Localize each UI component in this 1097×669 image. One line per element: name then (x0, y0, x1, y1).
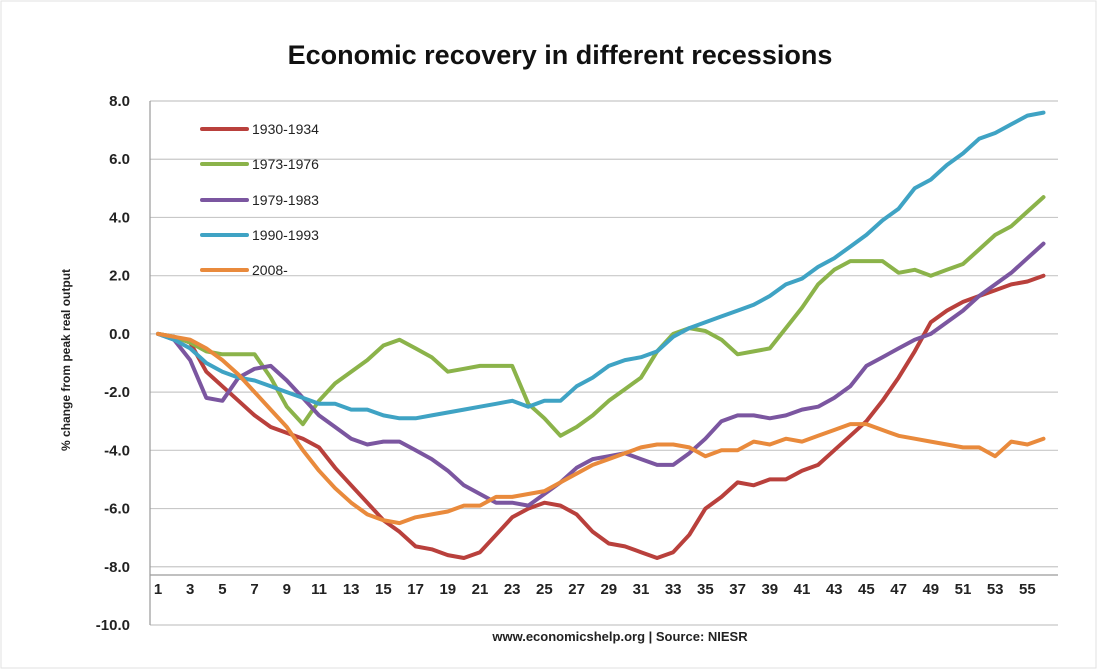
x-tick-label: 45 (858, 581, 875, 598)
legend-entry: 1990-1993 (252, 227, 319, 243)
series-line-2008 (156, 331, 1046, 526)
gridlines (150, 100, 1058, 626)
y-tick-label: -8.0 (104, 559, 130, 576)
x-tick-label: 43 (826, 581, 843, 598)
x-tick-label: 39 (761, 581, 778, 598)
series-line-1990-1993 (156, 110, 1046, 421)
y-tick-label: 2.0 (109, 268, 130, 285)
y-axis-ticks: 8.0 6.0 4.0 2.0 0.0 -2.0 -4.0 -6.0 -8.0 -10.0 (96, 93, 130, 634)
x-tick-label: 13 (343, 581, 360, 598)
y-tick-label: -6.0 (104, 501, 130, 518)
x-tick-label: 37 (729, 581, 746, 598)
chart-title: Economic recovery in different recession… (288, 40, 833, 70)
y-tick-label: 4.0 (109, 209, 130, 226)
y-tick-label: 0.0 (109, 326, 130, 343)
legend-entry: 1930-1934 (252, 121, 319, 137)
x-tick-label: 9 (283, 581, 291, 598)
x-tick-label: 19 (439, 581, 456, 598)
x-tick-label: 27 (568, 581, 585, 598)
x-tick-label: 25 (536, 581, 553, 598)
x-tick-label: 53 (987, 581, 1004, 598)
x-tick-label: 31 (633, 581, 650, 598)
legend: 1930-1934 1973-1976 1979-1983 1990-1993 2008… (200, 121, 319, 278)
x-tick-label: 29 (600, 581, 617, 598)
x-tick-label: 51 (955, 581, 972, 598)
y-tick-label: -4.0 (104, 442, 130, 459)
x-tick-label: 11 (311, 581, 327, 598)
legend-entry: 1973-1976 (252, 156, 319, 172)
legend-entry: 2008- (252, 262, 288, 278)
y-tick-label: -10.0 (96, 617, 130, 634)
x-tick-label: 1 (154, 581, 162, 598)
x-tick-label: 47 (890, 581, 907, 598)
y-tick-label: 6.0 (109, 151, 130, 168)
x-axis-ticks: 1 3 5 7 9 11 13 15 17 19 21 23 25 27 29 31 33 35 37 39 41 43 4… (154, 581, 1036, 598)
x-tick-label: 49 (922, 581, 939, 598)
series-line-1930-1934 (156, 273, 1046, 560)
x-tick-label: 35 (697, 581, 714, 598)
x-tick-label: 7 (250, 581, 258, 598)
x-tick-label: 15 (375, 581, 392, 598)
x-tick-label: 17 (407, 581, 424, 598)
x-tick-label: 5 (218, 581, 226, 598)
x-tick-label: 41 (794, 581, 811, 598)
source-note: www.economicshelp.org | Source: NIESR (491, 629, 748, 644)
y-tick-label: 8.0 (109, 93, 130, 110)
x-tick-label: 33 (665, 581, 682, 598)
x-tick-label: 55 (1019, 581, 1036, 598)
data-series (156, 110, 1046, 560)
x-tick-label: 21 (472, 581, 489, 598)
legend-entry: 1979-1983 (252, 192, 319, 208)
y-axis-label: % change from peak real output (59, 269, 73, 451)
series-line-1973-1976 (156, 195, 1046, 438)
x-tick-label: 23 (504, 581, 521, 598)
y-tick-label: -2.0 (104, 384, 130, 401)
x-tick-label: 3 (186, 581, 194, 598)
